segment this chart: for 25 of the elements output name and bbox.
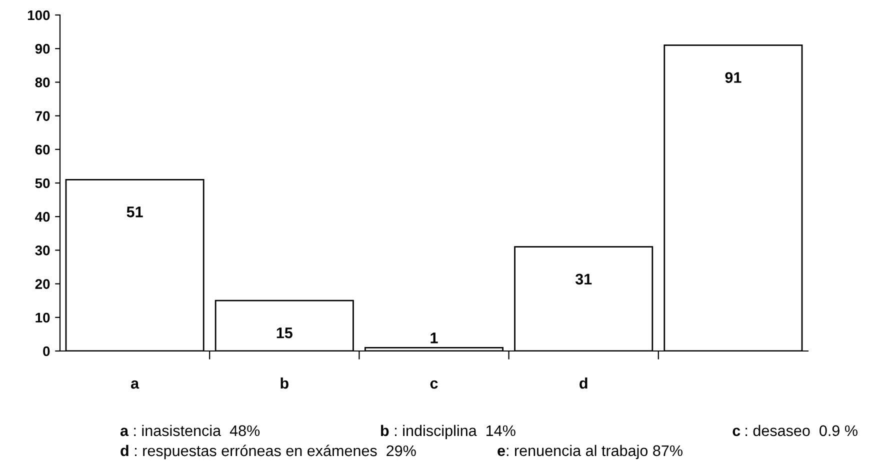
y-tick-label: 60 [35,144,50,155]
data-label: 31 [575,274,592,285]
x-tick-label: b [280,377,288,389]
y-tick-label: 100 [28,10,50,20]
data-label: 15 [276,328,292,338]
y-tick-label: 0 [43,346,50,356]
data-label: 51 [126,206,143,218]
x-tick-label: a [131,380,140,389]
data-label: 1 [430,332,438,344]
text: a : inasistencia 48% [120,424,260,436]
text: e: renuencia al trabajo 87% [498,444,682,460]
text: d : respuestas erróneas en exámenes 29% [120,444,416,460]
x-tick-label: c [430,380,438,389]
y-tick-label: 70 [35,111,50,121]
data-label: 91 [725,72,742,83]
y-tick-label: 40 [35,212,50,222]
x-tick-label: d [580,377,588,389]
y-tick-label: 10 [36,312,50,323]
y-tick-label: 50 [35,178,50,188]
y-tick-label: 30 [35,246,50,256]
text: c : desaseo 0.9 % [732,424,858,436]
y-tick-label: 90 [35,44,50,54]
text: b : indisciplina 14% [381,424,516,440]
y-tick-label: 20 [35,279,50,289]
y-tick-label: 80 [35,78,50,88]
